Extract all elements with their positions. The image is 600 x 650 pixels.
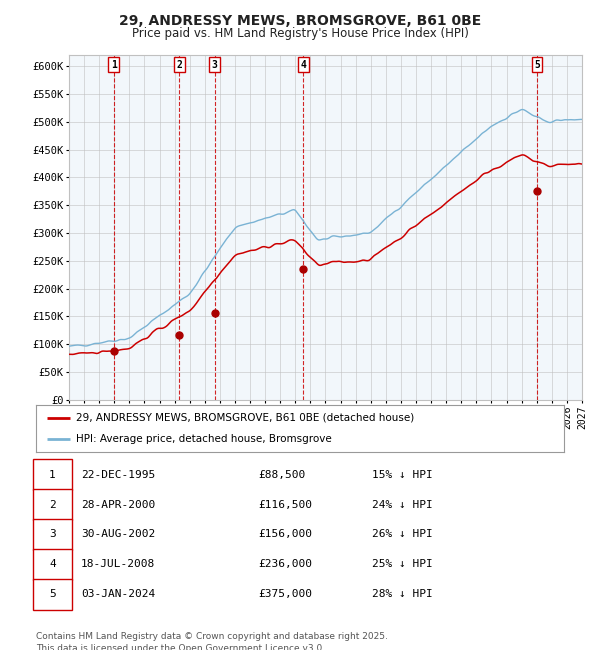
Text: £88,500: £88,500 — [258, 470, 305, 480]
Text: 2: 2 — [49, 500, 56, 510]
Text: 22-DEC-1995: 22-DEC-1995 — [81, 470, 155, 480]
Text: £156,000: £156,000 — [258, 530, 312, 540]
Text: 30-AUG-2002: 30-AUG-2002 — [81, 530, 155, 540]
Text: 4: 4 — [49, 560, 56, 569]
Text: 15% ↓ HPI: 15% ↓ HPI — [372, 470, 433, 480]
Bar — [114, 55, 179, 400]
Text: Price paid vs. HM Land Registry's House Price Index (HPI): Price paid vs. HM Land Registry's House … — [131, 27, 469, 40]
Bar — [215, 55, 304, 400]
Text: 03-JAN-2024: 03-JAN-2024 — [81, 590, 155, 599]
Text: 29, ANDRESSY MEWS, BROMSGROVE, B61 0BE: 29, ANDRESSY MEWS, BROMSGROVE, B61 0BE — [119, 14, 481, 29]
Text: 29, ANDRESSY MEWS, BROMSGROVE, B61 0BE (detached house): 29, ANDRESSY MEWS, BROMSGROVE, B61 0BE (… — [76, 413, 414, 422]
Text: 5: 5 — [49, 590, 56, 599]
Text: 2: 2 — [176, 60, 182, 70]
Bar — [537, 55, 582, 400]
Text: 3: 3 — [49, 530, 56, 540]
Text: 28-APR-2000: 28-APR-2000 — [81, 500, 155, 510]
Text: HPI: Average price, detached house, Bromsgrove: HPI: Average price, detached house, Brom… — [76, 434, 331, 444]
Text: Contains HM Land Registry data © Crown copyright and database right 2025.
This d: Contains HM Land Registry data © Crown c… — [36, 632, 388, 650]
Bar — [179, 55, 215, 400]
Text: 26% ↓ HPI: 26% ↓ HPI — [372, 530, 433, 540]
Text: £116,500: £116,500 — [258, 500, 312, 510]
Bar — [304, 55, 537, 400]
Text: £375,000: £375,000 — [258, 590, 312, 599]
Text: 1: 1 — [49, 470, 56, 480]
Text: 3: 3 — [212, 60, 218, 70]
Text: 18-JUL-2008: 18-JUL-2008 — [81, 560, 155, 569]
Text: 25% ↓ HPI: 25% ↓ HPI — [372, 560, 433, 569]
Bar — [69, 55, 114, 400]
Text: 1: 1 — [111, 60, 117, 70]
Text: 5: 5 — [534, 60, 540, 70]
Text: 4: 4 — [301, 60, 307, 70]
Text: £236,000: £236,000 — [258, 560, 312, 569]
Text: 28% ↓ HPI: 28% ↓ HPI — [372, 590, 433, 599]
Text: 24% ↓ HPI: 24% ↓ HPI — [372, 500, 433, 510]
